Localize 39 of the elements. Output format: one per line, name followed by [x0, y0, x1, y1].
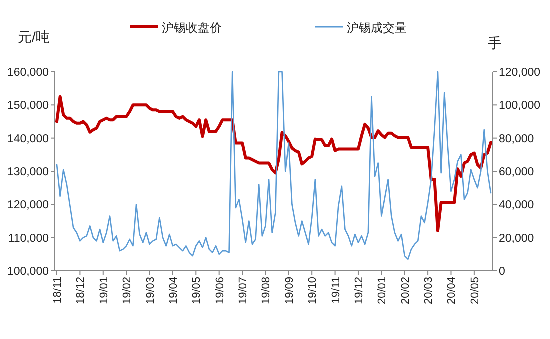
x-tick-label: 19/01 [98, 277, 110, 305]
y2-axis-title: 手 [488, 35, 502, 51]
x-tick-label: 19/03 [144, 277, 157, 305]
y2-tick-label: 0 [499, 266, 506, 278]
y2-tick-label: 60,000 [499, 166, 534, 178]
line-series [56, 95, 492, 232]
y-tick-label: 160,000 [7, 67, 49, 79]
y-tick-label: 100,000 [7, 266, 49, 278]
x-tick-label: 19/06 [214, 277, 226, 305]
y-tick-label: 110,000 [8, 232, 49, 245]
y-tick-label: 140,000 [7, 133, 49, 146]
x-tick-label: 20/03 [423, 277, 436, 305]
x-tick-label: 19/02 [122, 277, 134, 305]
y2-tick-label: 80,000 [499, 133, 534, 146]
x-tick-label: 19/05 [191, 277, 204, 305]
x-tick-label: 18/12 [75, 277, 88, 305]
x-tick-label: 20/02 [400, 277, 412, 305]
x-tick-label: 20/04 [446, 277, 458, 305]
x-tick-label: 19/12 [353, 277, 366, 305]
x-tick-label: 19/08 [260, 277, 273, 305]
x-tick-label: 18/11 [52, 277, 64, 304]
x-tick-label: 20/01 [376, 277, 389, 305]
y-tick-label: 150,000 [7, 100, 49, 112]
y-axis-title: 元/吨 [18, 29, 50, 45]
x-tick-label: 19/09 [284, 277, 296, 305]
x-tick-label: 19/07 [238, 277, 250, 305]
y-tick-label: 120,000 [7, 200, 49, 212]
x-tick-label: 20/05 [469, 277, 482, 305]
x-tick-label: 19/04 [168, 277, 180, 305]
legend-label: 沪锡成交量 [347, 21, 407, 35]
y2-tick-label: 100,000 [499, 100, 541, 112]
x-tick-label: 19/10 [307, 277, 320, 305]
y2-tick-label: 20,000 [499, 232, 534, 245]
line-series [56, 71, 492, 260]
y2-tick-label: 40,000 [499, 200, 534, 212]
y-tick-label: 130,000 [7, 166, 49, 178]
y2-tick-label: 120,000 [499, 67, 541, 79]
legend-label: 沪锡收盘价 [162, 21, 222, 35]
x-tick-label: 19/11 [330, 277, 342, 304]
